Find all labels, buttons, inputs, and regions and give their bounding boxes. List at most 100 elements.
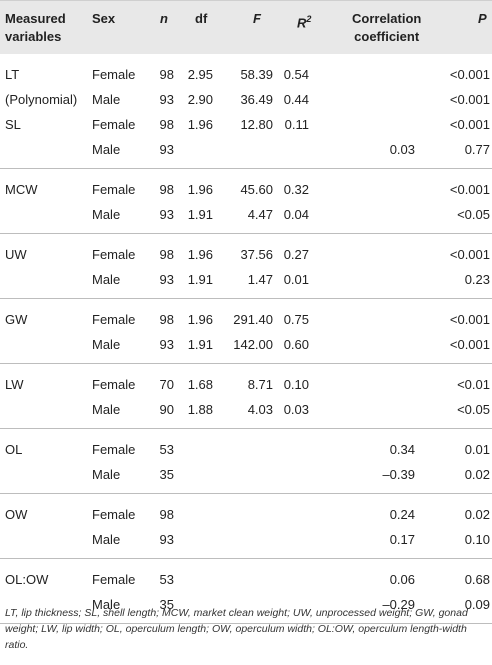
row-group: LW Female 70 1.68 8.71 0.10 <0.01 Male 90 1.88 4.0…	[0, 364, 492, 429]
cell-variable: OL	[5, 442, 23, 457]
cell-n: 53	[159, 442, 174, 457]
table-row: LT Female 98 2.95 58.39 0.54 <0.001	[0, 62, 492, 87]
cell-n: 93	[159, 337, 174, 352]
table-row: Male 93 0.17 0.10	[0, 527, 492, 552]
cell-variable: MCW	[5, 182, 38, 197]
header-r-squared: R2	[297, 14, 312, 31]
header-sex: Sex	[92, 11, 116, 26]
cell-p: <0.05	[457, 207, 490, 222]
cell-r-squared: 0.44	[283, 92, 309, 107]
cell-r-squared: 0.32	[283, 182, 309, 197]
cell-n: 98	[159, 117, 174, 132]
cell-df: 2.90	[187, 92, 213, 107]
cell-r-squared: 0.75	[283, 312, 309, 327]
cell-sex: Female	[92, 572, 136, 587]
cell-p: <0.001	[449, 117, 490, 132]
cell-sex: Male	[92, 597, 121, 612]
cell-p: <0.001	[449, 247, 490, 262]
row-group: LT Female 98 2.95 58.39 0.54 <0.001 (Polynomial…	[0, 54, 492, 169]
cell-n: 98	[159, 507, 174, 522]
cell-f: 1.47	[247, 272, 273, 287]
header-f: F	[253, 11, 261, 26]
cell-p: <0.01	[457, 377, 490, 392]
table-row: Male 35 –0.39 0.02	[0, 462, 492, 487]
header-df: df	[195, 11, 208, 26]
cell-f: 12.80	[240, 117, 273, 132]
cell-sex: Female	[92, 312, 136, 327]
cell-df: 1.88	[187, 402, 213, 417]
cell-df: 2.95	[187, 67, 213, 82]
cell-variable: OL:OW	[5, 572, 49, 587]
cell-df: 1.96	[187, 247, 213, 262]
cell-variable: SL	[5, 117, 21, 132]
cell-p: 0.09	[464, 597, 490, 612]
table-row: Male 93 0.03 0.77	[0, 137, 492, 162]
header-p: P	[478, 11, 487, 26]
cell-p: 0.77	[464, 142, 490, 157]
header-n: n	[160, 11, 168, 26]
table-row: Male 93 1.91 4.47 0.04 <0.05	[0, 202, 492, 227]
cell-n: 53	[159, 572, 174, 587]
table-row: OL:OW Female 53 0.06 0.68	[0, 567, 492, 592]
cell-sex: Female	[92, 67, 136, 82]
cell-f: 37.56	[240, 247, 273, 262]
cell-sex: Female	[92, 247, 136, 262]
cell-p: <0.05	[457, 402, 490, 417]
cell-p: 0.68	[464, 572, 490, 587]
cell-f: 142.00	[233, 337, 273, 352]
cell-p: <0.001	[449, 67, 490, 82]
cell-f: 36.49	[240, 92, 273, 107]
cell-p: <0.001	[449, 92, 490, 107]
cell-sex: Male	[92, 207, 121, 222]
cell-n: 98	[159, 182, 174, 197]
cell-sex: Male	[92, 142, 121, 157]
cell-df: 1.96	[187, 182, 213, 197]
cell-df: 1.91	[187, 272, 213, 287]
row-group: MCW Female 98 1.96 45.60 0.32 <0.001 Male 93 1.91…	[0, 169, 492, 234]
cell-sex: Female	[92, 442, 136, 457]
row-group: OL Female 53 0.34 0.01 Male 35 –0.39 0.02	[0, 429, 492, 494]
cell-r-squared: 0.04	[283, 207, 309, 222]
cell-correlation: –0.29	[382, 597, 415, 612]
table-row: UW Female 98 1.96 37.56 0.27 <0.001	[0, 242, 492, 267]
cell-sex: Female	[92, 182, 136, 197]
cell-correlation: –0.39	[382, 467, 415, 482]
cell-r-squared: 0.27	[283, 247, 309, 262]
cell-p: 0.01	[464, 442, 490, 457]
cell-n: 90	[159, 402, 174, 417]
cell-sex: Male	[92, 92, 121, 107]
table-row: Male 93 1.91 142.00 0.60 <0.001	[0, 332, 492, 357]
cell-sex: Female	[92, 507, 136, 522]
table-row: MCW Female 98 1.96 45.60 0.32 <0.001	[0, 177, 492, 202]
cell-f: 58.39	[240, 67, 273, 82]
table-row: Male 93 1.91 1.47 0.01 0.23	[0, 267, 492, 292]
cell-f: 8.71	[247, 377, 273, 392]
cell-p: 0.10	[464, 532, 490, 547]
cell-n: 93	[159, 142, 174, 157]
cell-sex: Male	[92, 337, 121, 352]
table-row: Male 35 –0.29 0.09	[0, 592, 492, 617]
cell-p: <0.001	[449, 337, 490, 352]
cell-n: 93	[159, 207, 174, 222]
cell-correlation: 0.06	[389, 572, 415, 587]
row-group: OW Female 98 0.24 0.02 Male 93 0.17 0.10	[0, 494, 492, 559]
cell-n: 98	[159, 67, 174, 82]
cell-r-squared: 0.10	[283, 377, 309, 392]
table-footnote: LT, lip thickness; SL, shell length; MCW…	[5, 607, 468, 651]
row-group: GW Female 98 1.96 291.40 0.75 <0.001 Male 93 1.91…	[0, 299, 492, 364]
cell-sex: Male	[92, 272, 121, 287]
table-row: GW Female 98 1.96 291.40 0.75 <0.001	[0, 307, 492, 332]
header-measured-variables: Measured variables	[5, 11, 66, 44]
cell-variable: OW	[5, 507, 28, 522]
cell-p: <0.001	[449, 312, 490, 327]
table-row: OW Female 98 0.24 0.02	[0, 502, 492, 527]
cell-df: 1.96	[187, 312, 213, 327]
cell-f: 4.47	[247, 207, 273, 222]
cell-variable: UW	[5, 247, 27, 262]
cell-df: 1.68	[187, 377, 213, 392]
cell-n: 93	[159, 532, 174, 547]
cell-df: 1.96	[187, 117, 213, 132]
cell-correlation: 0.17	[389, 532, 415, 547]
table-row: Male 90 1.88 4.03 0.03 <0.05	[0, 397, 492, 422]
cell-f: 291.40	[233, 312, 273, 327]
